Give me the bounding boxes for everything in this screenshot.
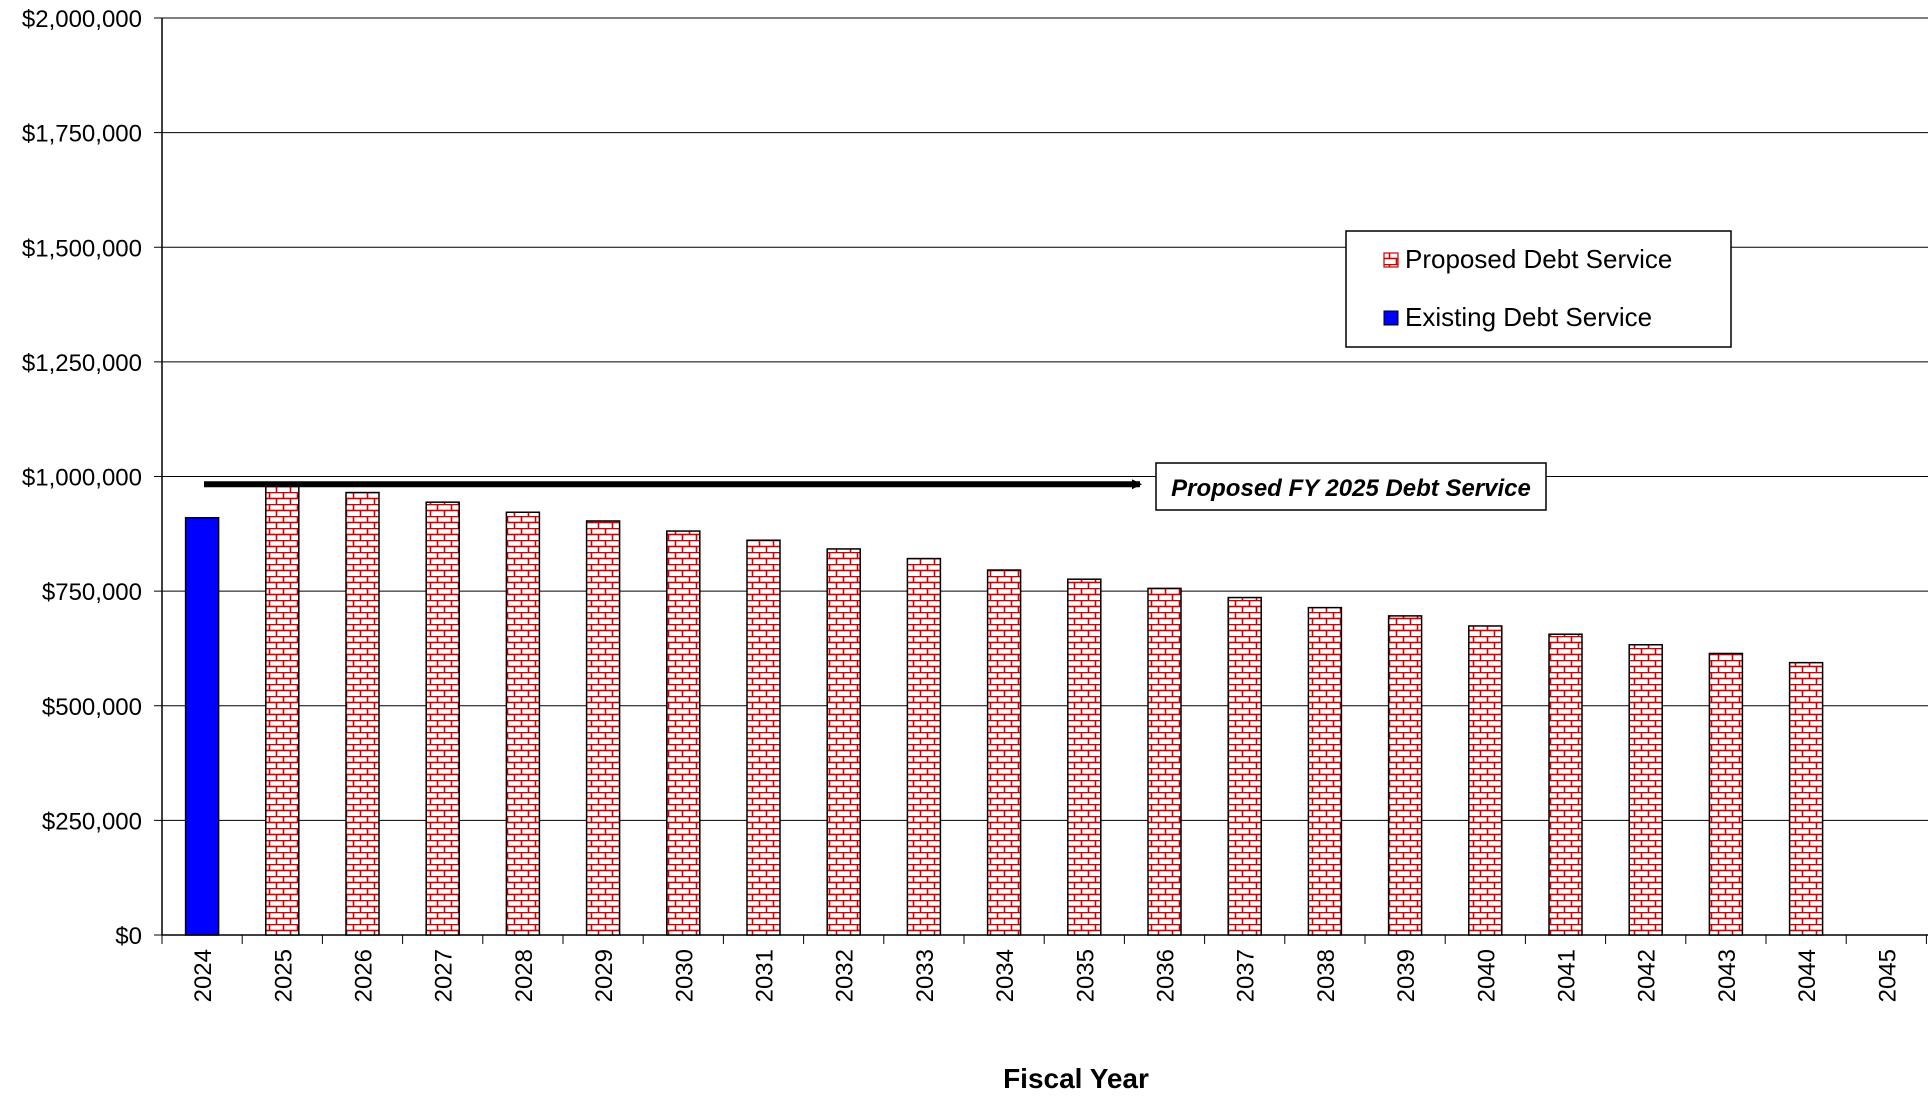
- x-tick-label: 2024: [190, 949, 217, 1002]
- x-tick-label: 2039: [1393, 949, 1420, 1002]
- x-tick-label: 2029: [591, 949, 618, 1002]
- x-tick-label: 2035: [1072, 949, 1099, 1002]
- x-tick-label: 2027: [431, 949, 458, 1002]
- y-tick-label: $2,000,000: [22, 6, 142, 33]
- x-axis-title: Fiscal Year: [1003, 1063, 1149, 1094]
- x-tick-label: 2030: [671, 949, 698, 1002]
- annotation-box: [1155, 462, 1547, 511]
- x-tick-label: 2038: [1313, 949, 1340, 1002]
- x-tick-label: 2031: [752, 949, 779, 1002]
- bar-proposed: [345, 491, 380, 936]
- bar-proposed: [1147, 587, 1182, 936]
- bar-proposed: [1307, 606, 1343, 936]
- bar-existing: [184, 517, 220, 936]
- x-tick-label: 2032: [832, 949, 859, 1002]
- bar-proposed: [906, 557, 942, 936]
- bar-proposed: [986, 569, 1022, 936]
- y-tick-label: $1,000,000: [22, 465, 142, 492]
- x-tick-label: 2037: [1233, 949, 1260, 1002]
- x-tick-label: 2040: [1473, 949, 1500, 1002]
- x-tick-label: 2033: [912, 949, 939, 1002]
- bar-proposed: [1788, 661, 1824, 936]
- x-tick-label: 2045: [1874, 949, 1901, 1002]
- bar-proposed: [585, 520, 621, 936]
- legend-box: [1345, 230, 1732, 348]
- bar-proposed: [1067, 578, 1102, 936]
- bar-proposed: [1227, 596, 1262, 936]
- x-tick-label: 2036: [1153, 949, 1180, 1002]
- bar-proposed: [746, 539, 781, 936]
- x-tick-label: 2043: [1714, 949, 1741, 1002]
- x-tick-label: 2025: [270, 949, 297, 1002]
- bar-proposed: [1468, 625, 1503, 936]
- x-tick-label: 2034: [992, 949, 1019, 1002]
- legend: Proposed Debt Service Existing Debt Serv…: [1345, 230, 1732, 348]
- bar-proposed: [826, 548, 861, 936]
- bar-proposed: [1548, 633, 1583, 936]
- y-tick-label: $1,250,000: [22, 350, 142, 377]
- y-tick-label: $1,750,000: [22, 121, 142, 148]
- bar-proposed: [1708, 652, 1744, 936]
- bar-proposed: [425, 501, 460, 936]
- y-tick-label: $250,000: [42, 808, 142, 835]
- y-tick-label: $1,500,000: [22, 235, 142, 262]
- x-tick-label: 2026: [351, 949, 378, 1002]
- x-tick-label: 2044: [1794, 949, 1821, 1002]
- annotation: Proposed FY 2025 Debt Service: [204, 462, 1547, 511]
- bar-proposed: [666, 530, 701, 936]
- legend-label-existing: Existing Debt Service: [1405, 302, 1652, 332]
- bar-proposed: [265, 483, 300, 936]
- y-tick-label: $0: [115, 923, 142, 950]
- legend-label-proposed: Proposed Debt Service: [1405, 244, 1672, 274]
- x-tick-label: 2041: [1554, 949, 1581, 1002]
- legend-swatch-proposed: [1383, 252, 1399, 268]
- annotation-text: Proposed FY 2025 Debt Service: [1171, 475, 1531, 502]
- x-tick-label: 2028: [511, 949, 538, 1002]
- bar-proposed: [1387, 615, 1423, 936]
- y-tick-label: $500,000: [42, 694, 142, 721]
- legend-swatch-existing: [1383, 310, 1399, 326]
- x-tick-label: 2042: [1634, 949, 1661, 1002]
- bar-proposed: [505, 511, 541, 936]
- bars: [184, 483, 1824, 936]
- y-tick-label: $750,000: [42, 579, 142, 606]
- bar-proposed: [1628, 644, 1663, 936]
- tick-labels: $0 $250,000 $500,000 $750,000 $1,000,000 $1,2…: [22, 6, 1901, 1002]
